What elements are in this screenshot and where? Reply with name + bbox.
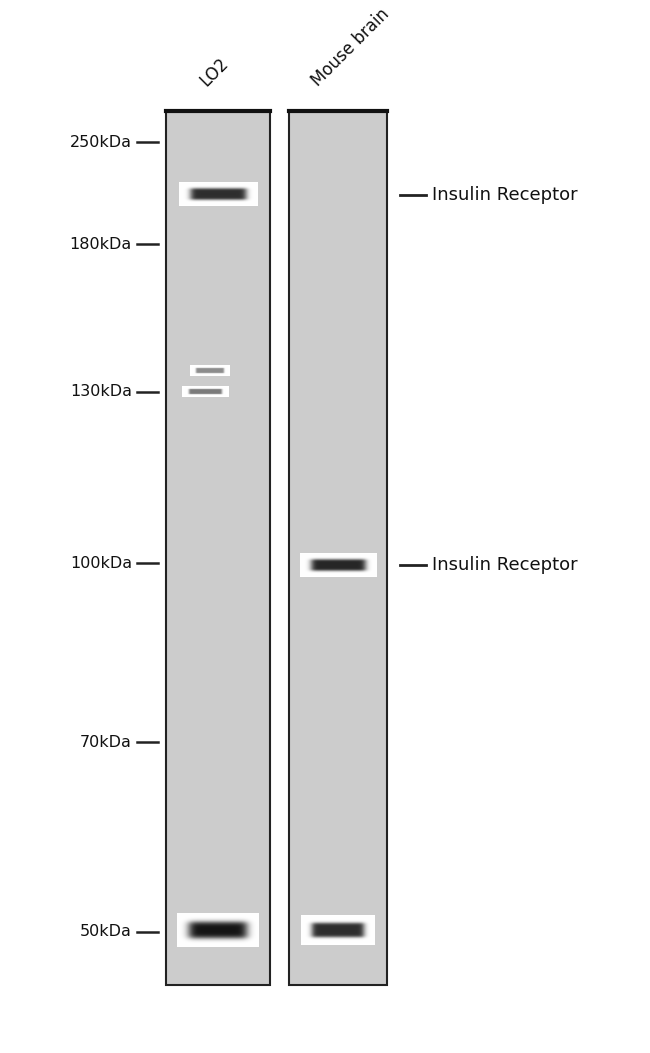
Text: 50kDa: 50kDa bbox=[80, 925, 132, 939]
Bar bbox=[289, 111, 387, 985]
Text: Insulin Receptor: Insulin Receptor bbox=[432, 556, 578, 575]
Text: Insulin Receptor: Insulin Receptor bbox=[432, 185, 578, 204]
Text: 250kDa: 250kDa bbox=[70, 135, 132, 150]
Text: Mouse brain: Mouse brain bbox=[307, 5, 393, 90]
Bar bbox=[166, 111, 270, 985]
Text: 180kDa: 180kDa bbox=[70, 237, 132, 252]
Text: 70kDa: 70kDa bbox=[80, 735, 132, 750]
Text: 100kDa: 100kDa bbox=[70, 556, 132, 571]
Text: LO2: LO2 bbox=[196, 54, 232, 90]
Text: 130kDa: 130kDa bbox=[70, 384, 132, 399]
